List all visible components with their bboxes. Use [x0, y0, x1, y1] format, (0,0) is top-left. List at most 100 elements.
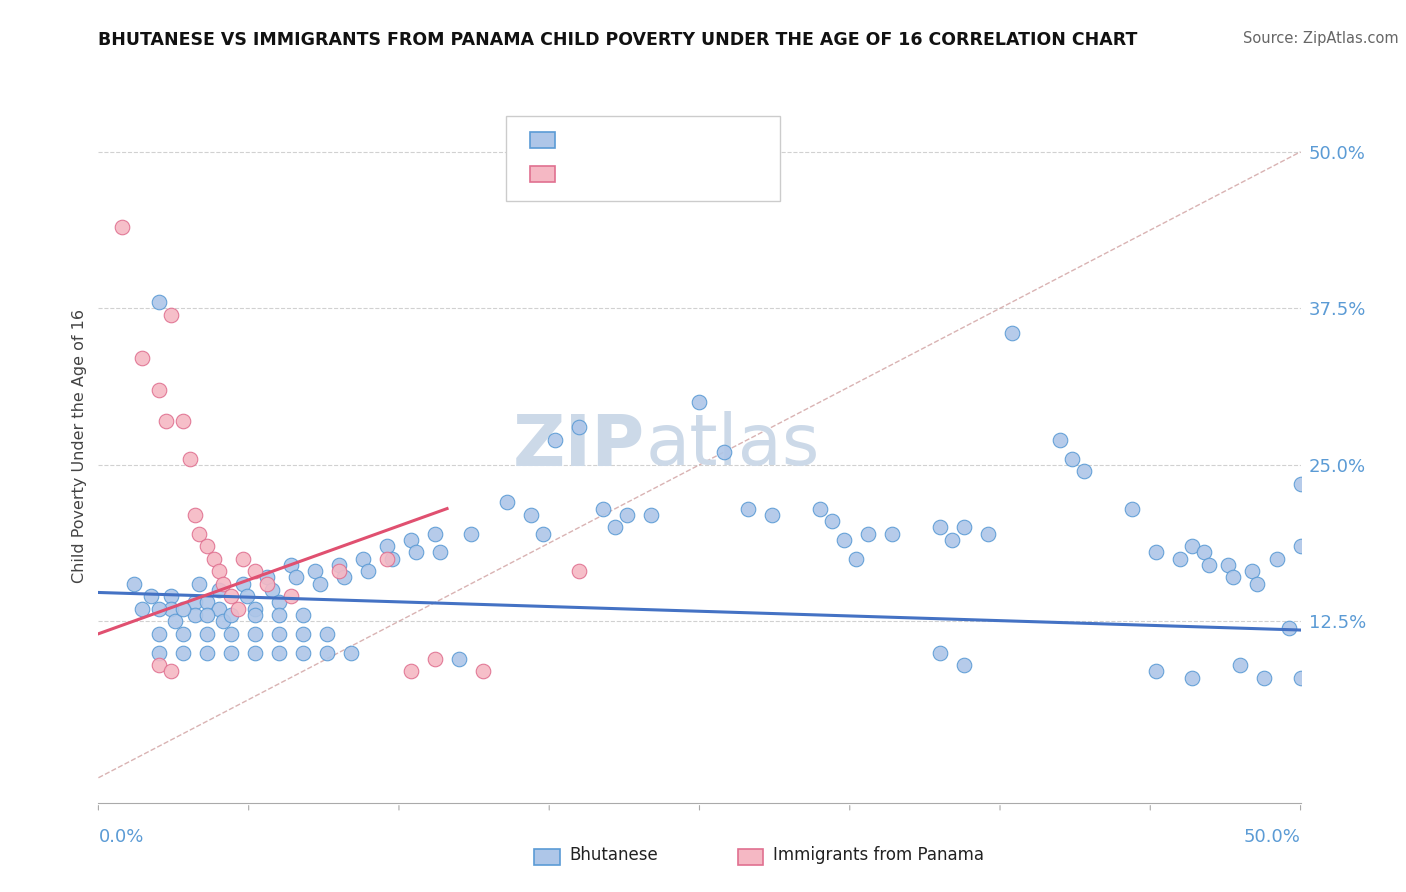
Point	[928, 646, 950, 660]
Point	[291, 607, 314, 622]
Point	[148, 646, 170, 660]
Point	[460, 526, 482, 541]
Point	[195, 646, 218, 660]
Point	[208, 601, 231, 615]
Point	[212, 614, 235, 628]
Point	[315, 646, 337, 660]
Text: Immigrants from Panama: Immigrants from Panama	[773, 846, 984, 863]
Point	[1181, 539, 1204, 553]
Point	[1001, 326, 1024, 341]
Point	[172, 601, 194, 615]
Point	[304, 564, 326, 578]
Point	[1144, 545, 1167, 559]
Point	[1253, 671, 1275, 685]
Point	[267, 646, 290, 660]
Point	[256, 570, 278, 584]
Y-axis label: Child Poverty Under the Age of 16: Child Poverty Under the Age of 16	[72, 309, 87, 583]
Point	[399, 533, 422, 547]
Point	[243, 646, 266, 660]
Point	[315, 627, 337, 641]
Text: R =: R =	[567, 131, 603, 149]
Point	[423, 652, 446, 666]
Point	[688, 395, 710, 409]
Text: 27: 27	[707, 165, 728, 183]
Point	[1194, 545, 1216, 559]
Point	[148, 383, 170, 397]
Point	[1144, 665, 1167, 679]
Text: N =: N =	[672, 131, 709, 149]
Point	[880, 526, 903, 541]
Point	[568, 420, 591, 434]
Point	[357, 564, 380, 578]
Text: BHUTANESE VS IMMIGRANTS FROM PANAMA CHILD POVERTY UNDER THE AGE OF 16 CORRELATIO: BHUTANESE VS IMMIGRANTS FROM PANAMA CHIL…	[98, 31, 1137, 49]
Point	[328, 558, 350, 572]
Point	[616, 508, 638, 522]
Point	[159, 665, 181, 679]
Point	[155, 414, 177, 428]
Point	[928, 520, 950, 534]
Point	[267, 595, 290, 609]
Point	[195, 595, 218, 609]
Point	[352, 551, 374, 566]
Point	[405, 545, 427, 559]
Point	[219, 607, 242, 622]
Text: 0.124: 0.124	[603, 165, 651, 183]
Point	[195, 539, 218, 553]
Point	[232, 576, 254, 591]
Point	[284, 570, 307, 584]
Point	[308, 576, 330, 591]
Point	[381, 551, 404, 566]
Point	[183, 508, 205, 522]
Point	[429, 545, 451, 559]
Point	[544, 433, 567, 447]
Point	[141, 589, 163, 603]
Point	[713, 445, 735, 459]
Point	[256, 576, 278, 591]
Point	[183, 595, 205, 609]
Point	[447, 652, 470, 666]
Point	[1198, 558, 1220, 572]
Point	[219, 646, 242, 660]
Point	[399, 665, 422, 679]
Point	[496, 495, 519, 509]
Point	[737, 501, 759, 516]
Point	[260, 582, 283, 597]
Point	[761, 508, 783, 522]
Text: ZIP: ZIP	[513, 411, 645, 481]
Point	[1265, 551, 1288, 566]
Point	[531, 526, 554, 541]
Point	[243, 564, 266, 578]
Point	[111, 219, 134, 234]
Point	[148, 658, 170, 673]
Point	[1229, 658, 1251, 673]
Text: R =: R =	[567, 165, 603, 183]
Point	[195, 607, 218, 622]
Point	[219, 589, 242, 603]
Point	[172, 646, 194, 660]
Point	[640, 508, 662, 522]
Point	[332, 570, 354, 584]
Point	[953, 520, 976, 534]
Point	[232, 551, 254, 566]
Point	[172, 414, 194, 428]
Point	[188, 576, 211, 591]
Point	[1222, 570, 1244, 584]
Point	[291, 627, 314, 641]
Point	[941, 533, 963, 547]
Point	[202, 551, 225, 566]
Point	[236, 589, 259, 603]
Point	[856, 526, 879, 541]
Point	[243, 601, 266, 615]
Point	[1049, 433, 1071, 447]
Point	[172, 627, 194, 641]
Point	[1289, 539, 1312, 553]
Point	[131, 351, 153, 366]
Point	[1277, 621, 1299, 635]
Point	[243, 627, 266, 641]
Point	[953, 658, 976, 673]
Point	[124, 576, 146, 591]
Text: atlas: atlas	[645, 411, 820, 481]
Point	[243, 607, 266, 622]
Point	[219, 627, 242, 641]
Point	[1181, 671, 1204, 685]
